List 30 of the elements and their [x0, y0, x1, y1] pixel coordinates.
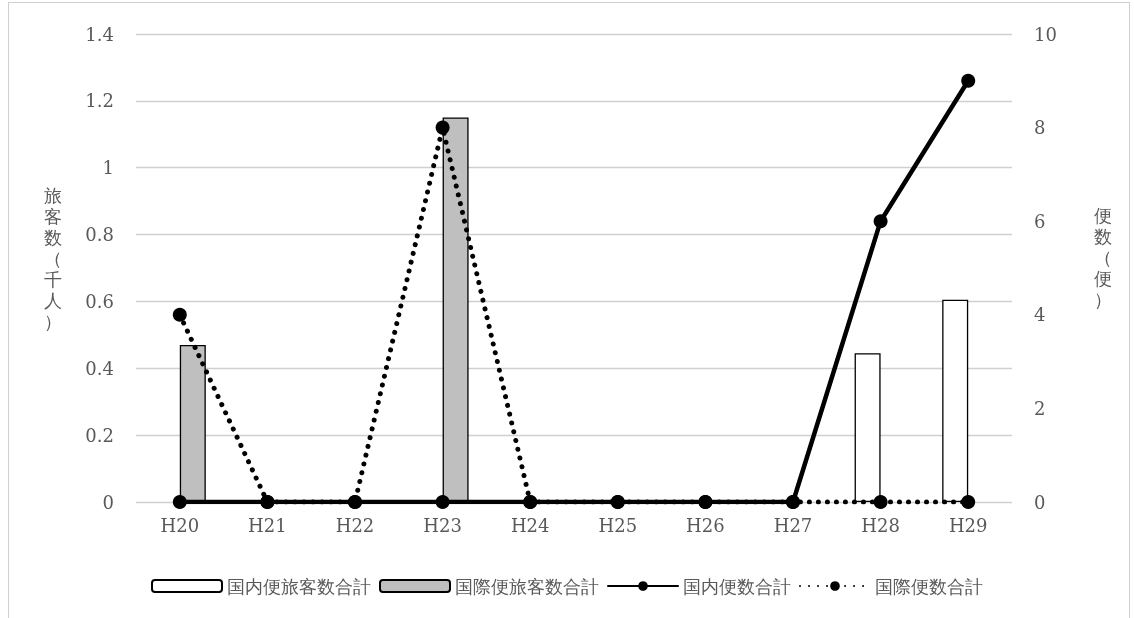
- y2-tick-label: 4: [1034, 304, 1046, 326]
- x-tick-label: H26: [686, 514, 725, 536]
- legend-label: 国際便数合計: [875, 575, 983, 597]
- legend-label: 国内便数合計: [683, 575, 791, 597]
- x-tick-label: H24: [510, 514, 550, 536]
- x-tick-label: H25: [598, 514, 638, 536]
- y-tick-label: 0.2: [85, 424, 114, 446]
- y-axis-title: 旅客数（千人）: [43, 185, 63, 332]
- x-tick-label: H20: [160, 514, 200, 536]
- y-tick-label: 0.8: [85, 224, 114, 246]
- y2-tick-label: 8: [1034, 117, 1046, 139]
- x-tick-label: H27: [773, 514, 813, 536]
- y-tick-label: 0.4: [85, 357, 114, 379]
- x-tick-label: H28: [861, 514, 900, 536]
- y-tick-label: 1.4: [85, 23, 114, 45]
- x-tick-label: H21: [248, 514, 287, 536]
- legend-label: 国内便旅客数合計: [227, 575, 371, 597]
- y-tick-label: 0.6: [85, 290, 114, 312]
- y2-axis-title: 便数（便）: [1093, 205, 1113, 310]
- y2-tick-label: 6: [1034, 210, 1046, 232]
- y-tick-label: 1.2: [85, 90, 114, 112]
- y2-tick-label: 0: [1034, 491, 1046, 513]
- x-tick-label: H22: [335, 514, 375, 536]
- legend-label: 国際便旅客数合計: [455, 575, 599, 597]
- y-tick-label: 0: [102, 491, 114, 513]
- y-tick-label: 1: [102, 157, 114, 179]
- x-tick-label: H23: [423, 514, 462, 536]
- y2-tick-label: 10: [1034, 23, 1057, 45]
- x-tick-label: H29: [948, 514, 988, 536]
- y2-tick-label: 2: [1034, 397, 1046, 419]
